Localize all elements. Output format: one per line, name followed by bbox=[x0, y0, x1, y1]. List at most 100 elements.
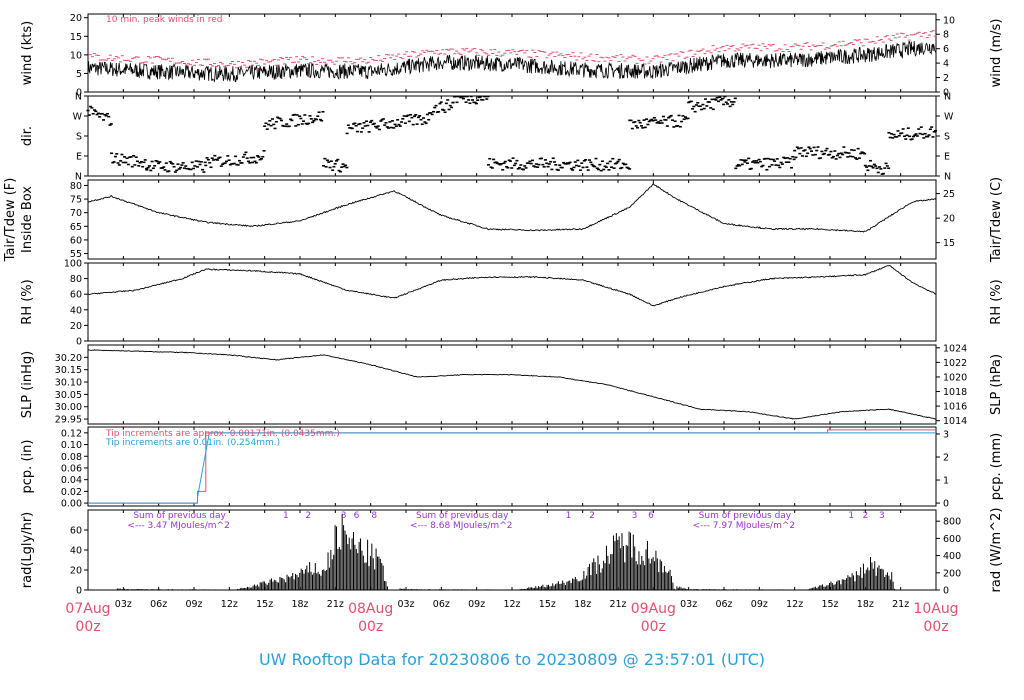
y-tick-label: 0 bbox=[76, 88, 82, 99]
y-tick-label-right: 20 bbox=[943, 214, 955, 225]
y-tick-label-right: N bbox=[944, 172, 951, 183]
y-tick-label-right: 1014 bbox=[943, 416, 967, 427]
x-day-time: 00z bbox=[923, 619, 948, 635]
precip-hour-line bbox=[88, 432, 936, 504]
x-hour-label: 12z bbox=[786, 599, 803, 610]
panel-radiation: rad(Lgly/hr) rad (W/m^2)02040600200400600… bbox=[20, 508, 1004, 597]
y-tick-label: 15 bbox=[70, 32, 82, 43]
y-tick-label: 30.20 bbox=[55, 353, 82, 364]
y-axis-label: rad(Lgly/hr) bbox=[20, 512, 35, 588]
radiation-hour-digit: 1 bbox=[283, 511, 289, 521]
y-tick-label-right: 25 bbox=[943, 189, 955, 200]
y-axis-label-right: pcp. (mm) bbox=[989, 433, 1004, 500]
y-tick-label: 0 bbox=[76, 337, 82, 348]
y-tick-label-right: E bbox=[944, 152, 950, 163]
y-tick-label: 0.08 bbox=[61, 452, 82, 463]
y-axis-label: pcp. (in) bbox=[20, 440, 35, 494]
x-hour-label: 06z bbox=[715, 599, 732, 610]
y-tick-label: 30.00 bbox=[55, 402, 82, 413]
y-tick-label-right: 1022 bbox=[943, 358, 967, 369]
x-hour-label: 12z bbox=[503, 599, 520, 610]
y-axis-label-right: wind (m/s) bbox=[989, 19, 1004, 88]
x-hour-label: 03z bbox=[115, 599, 132, 610]
y-tick-label: 10 bbox=[70, 50, 82, 61]
y-tick-label: 55 bbox=[70, 249, 82, 260]
y-tick-label-right: 0 bbox=[943, 586, 949, 597]
y-tick-label: 0.10 bbox=[61, 440, 82, 451]
y-tick-label: 0.06 bbox=[61, 463, 82, 474]
y-tick-label: 30.15 bbox=[55, 365, 82, 376]
x-day-label: 10Aug bbox=[913, 601, 958, 617]
y-tick-label-right: 8 bbox=[943, 30, 949, 41]
x-day-time: 00z bbox=[641, 619, 666, 635]
radiation-hour-digit: 2 bbox=[305, 511, 311, 521]
radiation-hour-digit: 2 bbox=[862, 511, 868, 521]
panel-temperature: Tair/Tdew (F) Inside Box Tair/Tdew (C) 55 60… bbox=[3, 177, 1004, 263]
y-tick-label: 70 bbox=[70, 208, 82, 219]
radiation-hour-digit: 3 bbox=[632, 511, 638, 521]
y-axis-label-right: rad (W/m^2) bbox=[989, 508, 1004, 593]
panel-wind: wind (kts) wind (m/s) 0 5 10 15 20 0 2 4 6 8 10 10 mi… bbox=[20, 13, 1004, 98]
x-hour-label: 09z bbox=[468, 599, 485, 610]
x-hour-label: 03z bbox=[397, 599, 414, 610]
radiation-hour-digit: 3 bbox=[879, 511, 885, 521]
pressure-line bbox=[88, 349, 937, 420]
x-hour-label: 06z bbox=[433, 599, 450, 610]
y-tick-label-right: S bbox=[944, 132, 950, 143]
y-tick-label-right: 15 bbox=[943, 238, 955, 249]
y-tick-label-right: 0 bbox=[943, 88, 949, 99]
x-day-time: 00z bbox=[358, 619, 383, 635]
panel-precipitation: pcp. (in) pcp. (mm)0.000.020.040.060.080.… bbox=[20, 426, 1004, 510]
x-hour-label: 18z bbox=[291, 599, 308, 610]
radiation-sum-title: Sum of previous day bbox=[416, 511, 509, 521]
x-hour-label: 21z bbox=[609, 599, 626, 610]
y-tick-label: 65 bbox=[70, 222, 82, 233]
y-tick-label-right: 1016 bbox=[943, 402, 967, 413]
x-hour-label: 15z bbox=[256, 599, 273, 610]
y-axis-label-2: Inside Box bbox=[20, 186, 35, 253]
y-tick-label-right: 2 bbox=[943, 73, 949, 84]
radiation-hour-digit: 2 bbox=[589, 511, 595, 521]
y-tick-label-right: 600 bbox=[943, 534, 961, 545]
x-hour-label: 18z bbox=[857, 599, 874, 610]
y-tick-label-right: 800 bbox=[943, 517, 961, 528]
y-axis-label: RH (%) bbox=[20, 279, 35, 324]
radiation-sum-title: Sum of previous day bbox=[699, 511, 792, 521]
radiation-hour-digit: 1 bbox=[848, 511, 854, 521]
y-tick-label-right: 1018 bbox=[943, 387, 967, 398]
y-tick-label: 80 bbox=[70, 181, 82, 192]
radiation-hour-digit: 1 bbox=[566, 511, 572, 521]
y-tick-label: 0.12 bbox=[61, 428, 82, 439]
precip-note-1: Tip increments are approx. 0.00171in. (0… bbox=[105, 429, 340, 439]
y-tick-label: 0.00 bbox=[61, 499, 82, 510]
panel-frame bbox=[87, 262, 937, 342]
peak-wind-note: 10 min. peak winds in red bbox=[106, 15, 223, 25]
x-day-label: 07Aug bbox=[65, 601, 110, 617]
y-axis-label-right: RH (%) bbox=[989, 279, 1004, 324]
y-axis-label: dir. bbox=[20, 126, 35, 146]
x-hour-label: 09z bbox=[751, 599, 768, 610]
y-tick-label-right: 1020 bbox=[943, 372, 967, 383]
x-hour-label: 21z bbox=[892, 599, 909, 610]
y-tick-label: 100 bbox=[64, 259, 82, 270]
panel-frame bbox=[87, 344, 937, 425]
y-tick-label: 29.95 bbox=[55, 415, 82, 426]
x-hour-label: 21z bbox=[327, 599, 344, 610]
y-tick-label: E bbox=[76, 152, 82, 163]
y-tick-label-right: 0 bbox=[943, 499, 949, 510]
x-hour-label: 15z bbox=[539, 599, 556, 610]
y-tick-label-right: 6 bbox=[943, 44, 949, 55]
y-axis-label: Tair/Tdew (F) bbox=[3, 178, 18, 263]
x-hour-label: 09z bbox=[185, 599, 202, 610]
y-axis-label: SLP (inHg) bbox=[20, 351, 35, 419]
radiation-sum-title: Sum of previous day bbox=[133, 511, 226, 521]
y-tick-label: N bbox=[75, 92, 82, 103]
y-tick-label: N bbox=[75, 172, 82, 183]
radiation-sum-value: <--- 7.97 MJoules/m^2 bbox=[693, 521, 795, 531]
y-axis-label-right: Tair/Tdew (C) bbox=[989, 177, 1004, 263]
y-axis-label-right: SLP (hPa) bbox=[989, 354, 1004, 415]
x-day-label: 08Aug bbox=[348, 601, 393, 617]
radiation-sum-value: <--- 8.68 MJoules/m^2 bbox=[410, 521, 512, 531]
